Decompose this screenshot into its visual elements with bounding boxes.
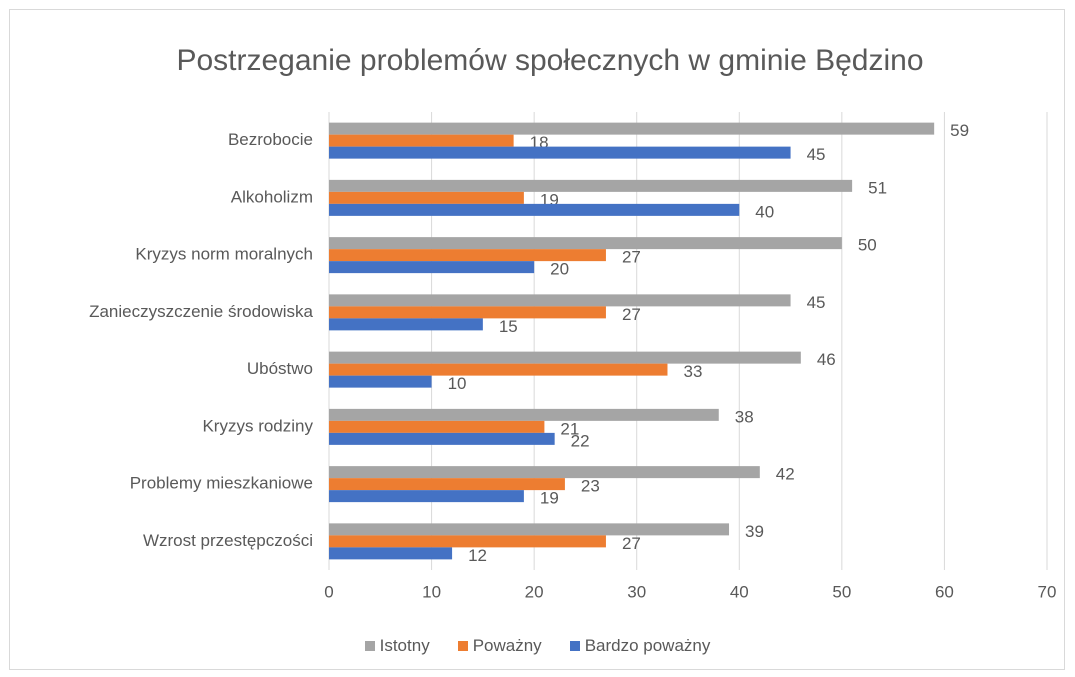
- bar: [329, 420, 545, 433]
- bar: [329, 179, 853, 192]
- data-label: 21: [560, 419, 579, 438]
- bar: [329, 363, 668, 376]
- legend-swatch: [364, 641, 375, 651]
- y-tick-label: Problemy mieszkaniowe: [130, 474, 313, 493]
- data-label: 27: [622, 248, 641, 267]
- bar: [329, 351, 801, 364]
- bar: [329, 466, 760, 479]
- bar: [329, 237, 842, 250]
- bar: [329, 294, 791, 307]
- x-tick-label: 10: [422, 582, 441, 601]
- legend-label: Bardzo poważny: [584, 636, 711, 655]
- y-tick-label: Zanieczyszczenie środowiska: [89, 302, 313, 321]
- data-label: 33: [683, 362, 702, 381]
- bar: [329, 523, 730, 536]
- x-tick-label: 40: [730, 582, 749, 601]
- bar: [329, 306, 606, 319]
- data-label: 19: [540, 489, 559, 508]
- data-label: 59: [950, 121, 969, 140]
- data-label: 10: [448, 374, 467, 393]
- x-tick-label: 30: [627, 582, 646, 601]
- x-tick-label: 60: [935, 582, 954, 601]
- x-tick-label: 70: [1038, 582, 1057, 601]
- bar: [329, 203, 740, 216]
- bar: [329, 375, 432, 388]
- legend-item: Istotny: [364, 636, 430, 656]
- bar: [329, 146, 791, 159]
- data-label: 39: [745, 522, 764, 541]
- y-tick-label: Ubóstwo: [247, 359, 313, 378]
- x-tick-label: 20: [525, 582, 544, 601]
- bar: [329, 191, 524, 204]
- bar: [329, 122, 935, 135]
- bar: [329, 490, 524, 503]
- legend-label: Poważny: [472, 636, 542, 655]
- data-label: 38: [735, 407, 754, 426]
- legend-item: Bardzo poważny: [569, 636, 711, 656]
- bar: [329, 261, 535, 274]
- data-label: 46: [817, 350, 836, 369]
- y-tick-label: Alkoholizm: [231, 187, 313, 206]
- data-label: 27: [622, 534, 641, 553]
- y-tick-label: Wzrost przestępczości: [143, 531, 313, 550]
- bar: [329, 249, 606, 262]
- legend-swatch: [457, 641, 468, 651]
- data-label: 50: [858, 236, 877, 255]
- data-label: 42: [776, 465, 795, 484]
- data-label: 51: [868, 178, 887, 197]
- bar: [329, 547, 453, 560]
- y-tick-label: Bezrobocie: [228, 130, 313, 149]
- legend: Istotny Poważny Bardzo poważny: [0, 636, 1075, 656]
- data-label: 45: [807, 293, 826, 312]
- bar: [329, 318, 483, 331]
- bar: [329, 432, 555, 445]
- y-tick-label: Kryzys norm moralnych: [135, 245, 313, 264]
- x-tick-label: 0: [324, 582, 333, 601]
- bar: [329, 408, 719, 421]
- data-label: 27: [622, 305, 641, 324]
- bar: [329, 535, 606, 548]
- data-label: 22: [571, 431, 590, 450]
- data-label: 45: [807, 145, 826, 164]
- chart-border: [9, 9, 1065, 670]
- y-tick-label: Kryzys rodziny: [202, 416, 313, 435]
- bar: [329, 478, 565, 491]
- data-label: 40: [755, 202, 774, 221]
- data-label: 20: [550, 260, 569, 279]
- data-label: 23: [581, 477, 600, 496]
- legend-swatch: [569, 641, 580, 651]
- legend-item: Poważny: [457, 636, 542, 656]
- x-tick-label: 50: [832, 582, 851, 601]
- data-label: 12: [468, 546, 487, 565]
- chart-title: Postrzeganie problemów społecznych w gmi…: [176, 44, 923, 77]
- legend-label: Istotny: [379, 636, 430, 655]
- bar: [329, 134, 514, 147]
- data-label: 15: [499, 317, 518, 336]
